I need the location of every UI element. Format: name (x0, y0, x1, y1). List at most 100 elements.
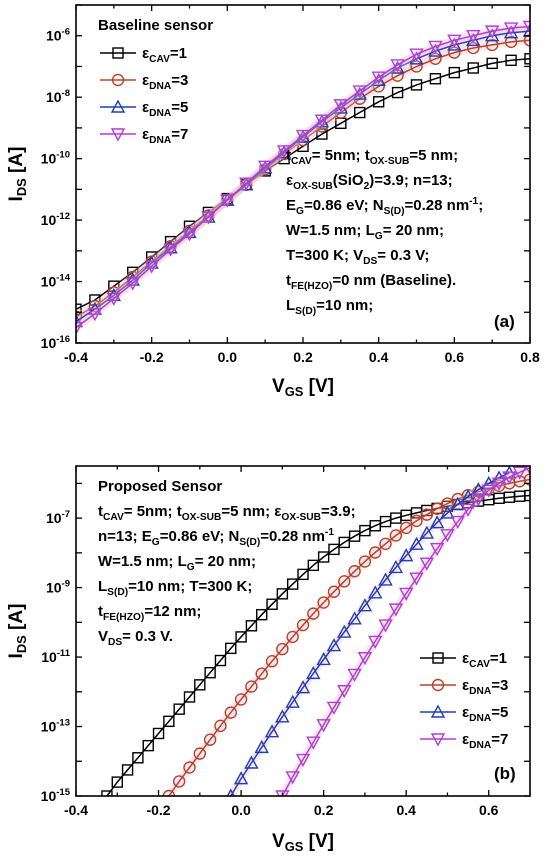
y-tick-label: 10-15 (41, 787, 71, 804)
text-run: ε (462, 650, 469, 667)
legend-item: εDNA=7 (420, 731, 508, 751)
text-run: =3 (491, 677, 508, 694)
data-point (522, 23, 530, 37)
data-point (224, 706, 237, 719)
text-run: =10 nm; T=300 K; (128, 578, 252, 595)
text-run: = 5nm; t (124, 503, 182, 520)
x-tick-label: 0.4 (369, 349, 389, 365)
x-tick-label: 0.6 (479, 802, 499, 818)
data-point (484, 28, 500, 42)
x-tick-label: -0.2 (146, 802, 170, 818)
text-run: -7 (62, 509, 70, 520)
data-point (486, 57, 498, 70)
text-run: 10 (41, 719, 57, 735)
text-run: -15 (56, 787, 70, 798)
text-run: DNA (149, 81, 172, 92)
legend-marker (110, 128, 126, 142)
data-point (409, 536, 424, 550)
data-point (466, 32, 481, 47)
text-run: = 0.3 V; (377, 247, 429, 264)
text-run: GS (285, 384, 304, 399)
data-point (214, 654, 227, 667)
text-run: -13 (56, 718, 70, 729)
data-point (276, 145, 292, 159)
data-point (460, 503, 476, 517)
y-tick-label: 10-6 (46, 27, 70, 44)
data-point (111, 776, 123, 788)
text-run: S(D) (107, 587, 128, 598)
data-point (277, 147, 291, 161)
data-point (429, 515, 445, 529)
data-point (523, 473, 530, 486)
text-run: = 5nm; t (312, 147, 370, 164)
data-point (338, 536, 350, 549)
x-tick-label: -0.4 (64, 349, 88, 365)
data-point (388, 603, 404, 617)
data-point (447, 37, 462, 51)
data-point (524, 489, 530, 502)
text-run: = 0.3 V. (122, 628, 173, 645)
data-point (467, 62, 479, 74)
text-run: I (6, 653, 27, 658)
data-point (257, 160, 273, 174)
data-point (295, 753, 311, 767)
data-point (244, 755, 259, 769)
text-run: -1 (325, 527, 334, 538)
data-area (101, 466, 530, 796)
data-point (108, 280, 120, 292)
text-run: 10 (46, 510, 62, 526)
chart-panel-b: -0.4 -0.2 0.0 0.2 0.4 0.610-1510-1310-1110-91… (6, 465, 531, 854)
data-point (337, 685, 352, 699)
legend-label: εCAV=1 (142, 45, 187, 65)
text-run: L (98, 578, 107, 595)
data-point (256, 608, 268, 621)
data-point (106, 292, 122, 306)
legend-item: εDNA=3 (420, 677, 508, 697)
data-point (523, 34, 530, 47)
data-point (88, 299, 102, 313)
text-run: ; (478, 197, 483, 214)
legend-label: εDNA=7 (462, 731, 508, 751)
text-run: -6 (62, 27, 70, 38)
text-run: )=3.9; n=13; (369, 172, 452, 189)
text-run: G (152, 537, 160, 548)
parameter-text: EG=0.86 eV; NS(D)=0.28 nm-1; (286, 196, 483, 217)
data-point (524, 53, 530, 65)
text-run: DS (14, 635, 29, 653)
legend-item: εDNA=5 (100, 99, 188, 119)
text-run: OX-SUB (182, 512, 222, 523)
data-point (428, 43, 443, 57)
legend-marker (112, 47, 124, 59)
data-point (447, 34, 462, 48)
text-run: DNA (149, 135, 172, 146)
data-point (173, 703, 185, 715)
text-run: GS (285, 839, 304, 854)
legend-marker (430, 733, 446, 747)
text-run: E (286, 197, 296, 214)
text-run: =0.28 nm (405, 197, 470, 214)
text-run: DNA (469, 713, 492, 724)
data-point (399, 521, 413, 535)
text-run: -12 (56, 211, 70, 222)
data-point (317, 596, 330, 609)
text-run: 10 (46, 28, 62, 44)
x-tick-label: 0.8 (520, 349, 540, 365)
text-run: CAV (291, 156, 312, 167)
panel-label: (b) (494, 764, 516, 783)
y-axis-label: IDS [A] (6, 147, 29, 202)
legend-marker (110, 99, 126, 113)
data-point (245, 620, 258, 632)
text-run: 10 (41, 151, 57, 167)
data-point (354, 106, 366, 119)
y-tick-label: 10-9 (46, 579, 70, 596)
text-run: S(D) (384, 206, 405, 217)
data-point (502, 471, 517, 485)
text-run: =12 nm; (144, 603, 201, 620)
data-point (440, 505, 455, 519)
series-4 (76, 20, 530, 336)
text-run: ε (286, 172, 293, 189)
y-tick-label: 10-12 (41, 211, 70, 228)
text-run: ε (462, 677, 469, 694)
text-run: =5 nm; ε (221, 503, 281, 520)
data-point (183, 761, 196, 774)
